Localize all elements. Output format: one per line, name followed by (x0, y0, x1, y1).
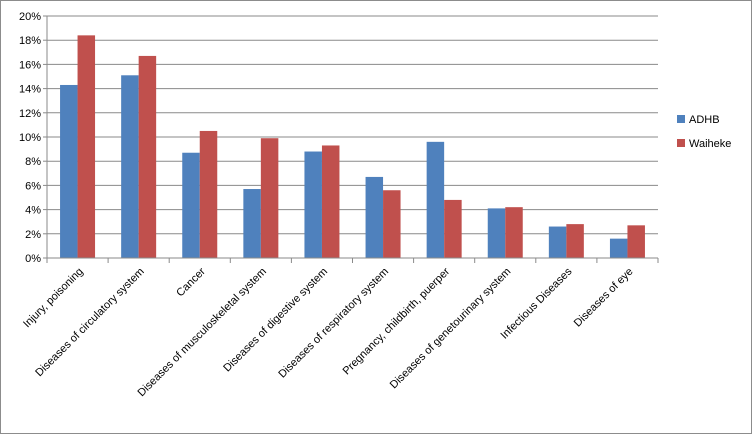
y-tick-label: 18% (19, 35, 41, 47)
y-tick-label: 12% (19, 108, 41, 120)
bar-waiheke-0 (77, 35, 96, 258)
bar-adhb-5 (365, 176, 384, 258)
x-tick-label: Diseases of digestive system (221, 266, 330, 375)
y-tick-label: 6% (25, 180, 41, 192)
legend-label-waiheke: Waiheke (689, 138, 731, 150)
bars (60, 35, 645, 259)
bar-adhb-1 (121, 75, 139, 258)
x-tick-label: Injury, poisoning (21, 266, 86, 331)
bar-waiheke-9 (627, 225, 645, 258)
bar-adhb-9 (609, 238, 628, 258)
bar-adhb-7 (487, 208, 506, 258)
legend-label-adhb: ADHB (689, 114, 720, 126)
legend: ADHB Waiheke (677, 114, 731, 150)
bar-adhb-2 (182, 152, 200, 258)
bar-waiheke-4 (321, 145, 340, 258)
x-tick-label: Diseases of musculoskeletal system (136, 266, 269, 399)
bar-waiheke-2 (199, 130, 218, 258)
x-tick-label: Pregnancy, childbirth, puerper (341, 265, 453, 377)
x-tick-label: Diseases of eye (572, 266, 636, 330)
bar-waiheke-8 (566, 224, 584, 258)
x-tick-label: Diseases of circulatory system (33, 266, 147, 380)
y-tick-label: 10% (19, 132, 41, 144)
y-axis-ticks: 0% 2% 4% 6% 8% 10% 12% 14% 16% 18% 20% (19, 11, 47, 265)
bar-adhb-8 (548, 226, 567, 258)
bar-adhb-6 (426, 141, 445, 258)
y-tick-label: 14% (19, 84, 41, 96)
bar-waiheke-5 (383, 190, 401, 258)
y-tick-label: 4% (25, 205, 41, 217)
bar-adhb-3 (243, 189, 261, 258)
x-tick-label: Cancer (174, 265, 208, 299)
bar-waiheke-1 (138, 55, 157, 259)
x-tick-label: Diseases of genetourinary system (388, 266, 514, 392)
bar-adhb-4 (304, 151, 322, 258)
bar-waiheke-3 (260, 138, 279, 258)
y-tick-label: 16% (19, 59, 41, 71)
bar-adhb-0 (60, 84, 78, 258)
legend-swatch-waiheke (677, 139, 685, 147)
y-tick-label: 20% (19, 11, 41, 23)
bar-waiheke-6 (444, 199, 462, 258)
bar-waiheke-7 (505, 207, 523, 258)
x-tick-label: Diseases of respiratory system (276, 266, 391, 381)
y-tick-label: 0% (25, 253, 41, 265)
y-tick-label: 8% (25, 156, 41, 168)
legend-swatch-adhb (677, 115, 685, 123)
y-tick-label: 2% (25, 229, 41, 241)
